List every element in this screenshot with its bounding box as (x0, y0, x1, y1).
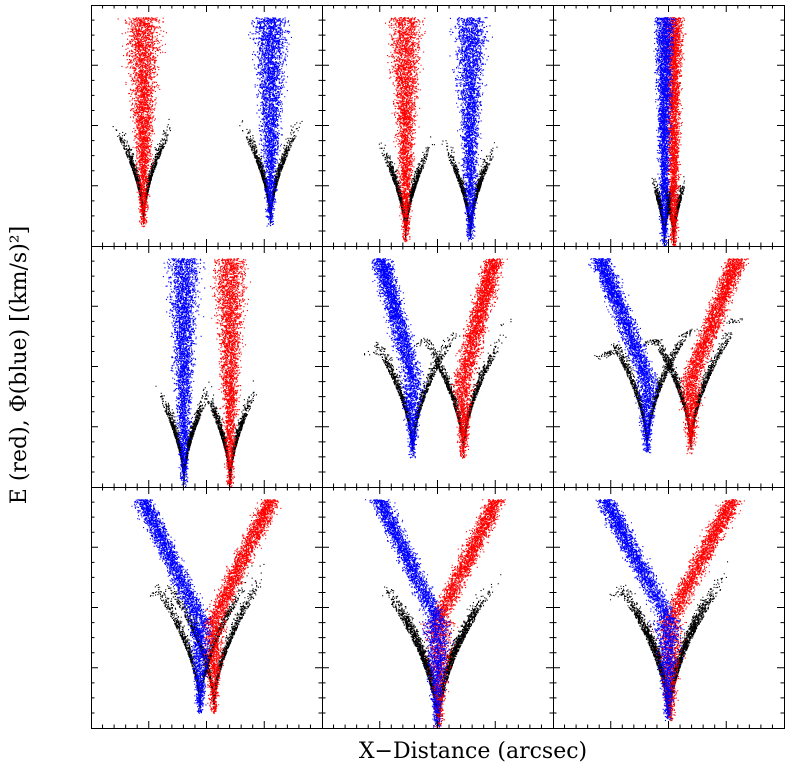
panel-9-points (595, 499, 745, 722)
panel-6-blue-series (588, 258, 662, 454)
panel-3-ticks (553, 5, 784, 246)
panel-2-points (378, 17, 498, 243)
panel-4-frame (91, 246, 323, 488)
panel-7-ticks (91, 487, 322, 728)
panel-grid (91, 5, 785, 729)
panel-4-red-series (210, 258, 252, 487)
panel-7-blue-series (131, 499, 215, 714)
panel-3-points (651, 17, 687, 246)
panel-2-ticks (322, 5, 553, 246)
panel-5-red-series (450, 258, 508, 459)
panel-1-black-series (112, 118, 303, 225)
panel-8-points (365, 499, 506, 728)
panel-5-blue-series (371, 258, 428, 459)
panel-1-frame (91, 5, 323, 247)
panel-1 (91, 5, 323, 247)
panel-8 (322, 487, 554, 729)
panel-8-ticks (322, 487, 553, 728)
panel-4-black-series (155, 380, 257, 486)
panel-8-blue-series (365, 499, 455, 728)
y-axis-title: E (red), Φ(blue) [(km/s)²] (7, 226, 32, 504)
panel-9-ticks (553, 487, 784, 728)
panel-1-red-series (117, 17, 167, 228)
panel-7-red-series (199, 499, 282, 714)
panel-9 (553, 487, 785, 729)
panel-1-points (112, 17, 303, 228)
panel-2-red-series (385, 17, 426, 243)
panel-4-blue-series (162, 258, 206, 487)
panel-6 (553, 246, 785, 488)
panel-1-ticks (91, 5, 322, 246)
panel-2-black-series (378, 136, 498, 240)
panel-1-blue-series (248, 17, 292, 227)
panel-7-black-series (149, 563, 265, 713)
panel-5 (322, 246, 554, 488)
panel-5-black-series (364, 318, 512, 457)
panel-6-points (588, 258, 749, 455)
panel-3 (553, 5, 785, 247)
panel-4-points (155, 258, 257, 487)
panel-4-ticks (91, 246, 322, 487)
panel-2-frame (322, 5, 554, 247)
panel-4 (91, 246, 323, 488)
panel-6-ticks (553, 246, 784, 487)
panel-5-ticks (322, 246, 553, 487)
panel-6-black-series (594, 318, 743, 452)
panel-7 (91, 487, 323, 729)
panel-9-blue-series (595, 499, 685, 722)
panel-2-blue-series (449, 17, 493, 242)
panel-7-points (131, 499, 282, 714)
panel-3-blue-series (653, 17, 678, 246)
panel-8-black-series (382, 574, 502, 726)
panel-5-points (364, 258, 512, 459)
x-axis-title: X−Distance (arcsec) (359, 739, 587, 764)
panel-2 (322, 5, 554, 247)
